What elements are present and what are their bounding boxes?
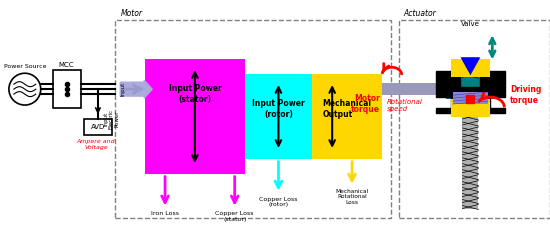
- Text: AVD: AVD: [91, 124, 105, 130]
- FancyBboxPatch shape: [382, 83, 470, 95]
- FancyBboxPatch shape: [463, 59, 478, 77]
- FancyBboxPatch shape: [145, 59, 245, 174]
- Bar: [466, 95, 475, 103]
- FancyBboxPatch shape: [450, 99, 490, 117]
- FancyBboxPatch shape: [450, 59, 490, 77]
- Text: Ampere and
Voltage: Ampere and Voltage: [76, 139, 116, 150]
- Text: Iron Loss: Iron Loss: [151, 212, 179, 216]
- Polygon shape: [460, 57, 480, 75]
- FancyBboxPatch shape: [463, 99, 478, 208]
- FancyArrow shape: [120, 80, 152, 98]
- Bar: [436, 108, 505, 113]
- Text: Motor: Motor: [120, 8, 142, 18]
- Text: Input Power
(stator): Input Power (stator): [168, 84, 221, 104]
- FancyBboxPatch shape: [463, 57, 478, 59]
- FancyBboxPatch shape: [446, 77, 496, 99]
- Text: Motor
torque: Motor torque: [351, 94, 380, 114]
- Text: Input
Electric
Power: Input Electric Power: [103, 109, 120, 129]
- Text: Copper Loss
(stator): Copper Loss (stator): [216, 212, 254, 222]
- FancyBboxPatch shape: [245, 74, 312, 159]
- Text: Rotational
speed: Rotational speed: [387, 99, 423, 112]
- Bar: [480, 71, 505, 87]
- Bar: [436, 87, 505, 97]
- FancyBboxPatch shape: [453, 92, 488, 104]
- Text: Power Source: Power Source: [3, 64, 46, 69]
- FancyBboxPatch shape: [312, 74, 382, 159]
- Bar: [436, 71, 460, 87]
- Text: Valve: Valve: [461, 22, 480, 27]
- Text: Copper Loss
(rotor): Copper Loss (rotor): [259, 197, 298, 207]
- Text: Mechanical
Output: Mechanical Output: [322, 99, 371, 119]
- Bar: [450, 97, 490, 110]
- Text: MCC: MCC: [59, 62, 74, 68]
- Text: Input: Input: [121, 82, 126, 96]
- Text: Driving
torque: Driving torque: [510, 85, 542, 105]
- Text: Mechanical
Rotational
Loss: Mechanical Rotational Loss: [336, 189, 368, 205]
- Text: Input Power
(rotor): Input Power (rotor): [252, 99, 305, 119]
- Text: Actuator: Actuator: [404, 8, 437, 18]
